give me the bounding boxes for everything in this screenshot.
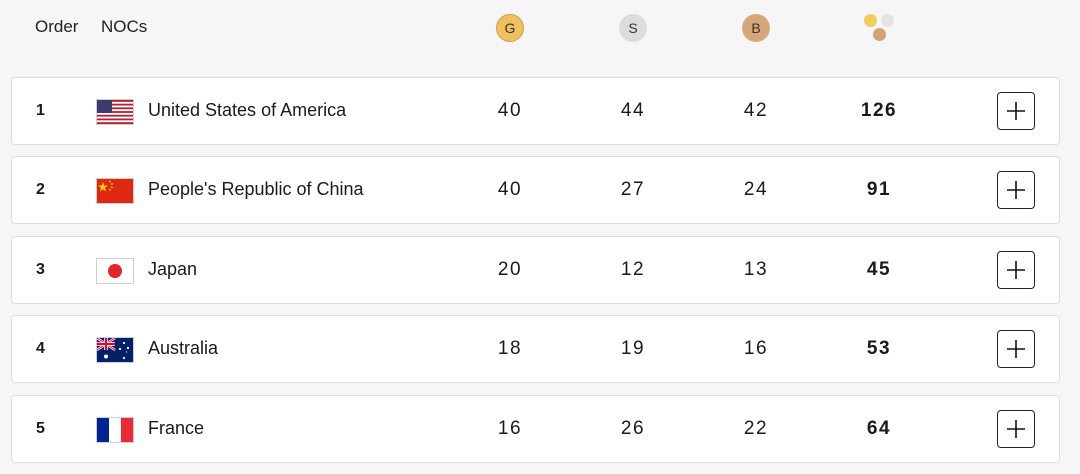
bronze-count: 13 — [743, 259, 769, 280]
gold-count: 18 — [497, 338, 523, 359]
country-name[interactable]: Australia — [148, 338, 219, 358]
plus-icon — [1007, 420, 1025, 438]
silver-count: 44 — [620, 100, 646, 121]
gold-count: 40 — [497, 179, 523, 200]
silver-count: 26 — [620, 418, 646, 439]
total-count: 53 — [866, 338, 892, 359]
plus-icon — [1007, 181, 1025, 199]
rank: 1 — [36, 102, 45, 119]
bronze-count: 16 — [743, 338, 769, 359]
japan-flag-icon — [96, 258, 134, 284]
rank: 4 — [36, 340, 45, 357]
rank: 3 — [36, 261, 45, 278]
gold-count: 40 — [497, 100, 523, 121]
table-row[interactable]: 1 United States of America 40 44 42 126 — [11, 77, 1060, 145]
country-name[interactable]: France — [148, 418, 205, 438]
silver-count: 19 — [620, 338, 646, 359]
nocs-column-header[interactable]: NOCs — [101, 17, 148, 36]
expand-button[interactable] — [997, 251, 1035, 289]
table-row[interactable]: 4 Australia 18 19 16 53 — [11, 315, 1060, 383]
table-header: Order NOCs G S B — [0, 0, 1080, 60]
bronze-medal-icon[interactable]: B — [742, 14, 770, 42]
total-count: 91 — [866, 179, 892, 200]
expand-button[interactable] — [997, 410, 1035, 448]
china-flag-icon — [96, 178, 134, 204]
order-column-header[interactable]: Order — [35, 17, 79, 36]
silver-count: 12 — [620, 259, 646, 280]
silver-count: 27 — [620, 179, 646, 200]
total-count: 45 — [866, 259, 892, 280]
table-row[interactable]: 5 France 16 26 22 64 — [11, 395, 1060, 463]
country-name[interactable]: Japan — [148, 259, 198, 279]
rank: 5 — [36, 420, 45, 437]
expand-button[interactable] — [997, 92, 1035, 130]
bronze-count: 22 — [743, 418, 769, 439]
table-row[interactable]: 2 People's Republic of China 40 27 24 91 — [11, 156, 1060, 224]
table-row[interactable]: 3 Japan 20 12 13 45 — [11, 236, 1060, 304]
plus-icon — [1007, 340, 1025, 358]
bronze-count: 42 — [743, 100, 769, 121]
silver-medal-icon[interactable]: S — [619, 14, 647, 42]
usa-flag-icon — [96, 99, 134, 125]
total-count: 126 — [860, 100, 898, 121]
bronze-count: 24 — [743, 179, 769, 200]
country-name[interactable]: People's Republic of China — [148, 179, 364, 199]
country-name[interactable]: United States of America — [148, 100, 347, 120]
gold-medal-icon[interactable]: G — [496, 14, 524, 42]
total-medals-icon[interactable] — [864, 14, 896, 44]
rank: 2 — [36, 181, 45, 198]
plus-icon — [1007, 102, 1025, 120]
expand-button[interactable] — [997, 171, 1035, 209]
australia-flag-icon — [96, 337, 134, 363]
expand-button[interactable] — [997, 330, 1035, 368]
gold-count: 16 — [497, 418, 523, 439]
gold-count: 20 — [497, 259, 523, 280]
plus-icon — [1007, 261, 1025, 279]
france-flag-icon — [96, 417, 134, 443]
total-count: 64 — [866, 418, 892, 439]
